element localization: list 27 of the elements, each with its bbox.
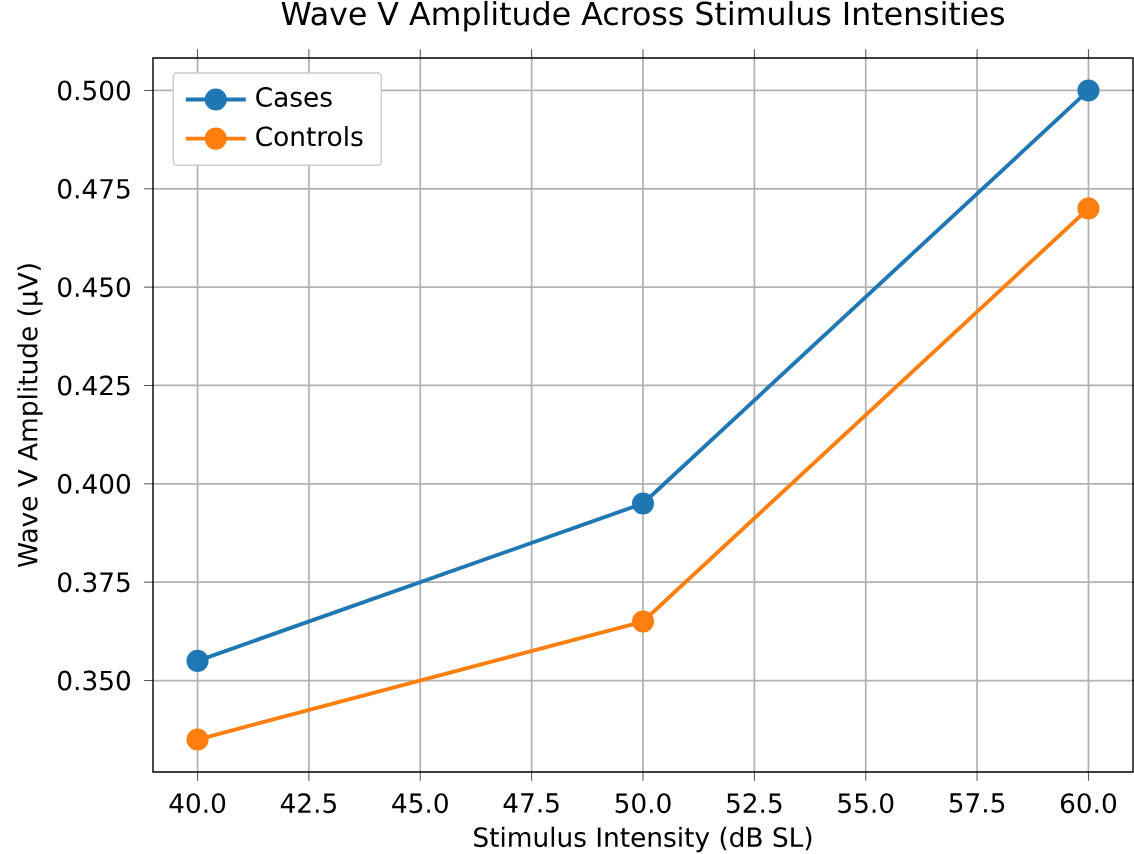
x-tick-label: 55.0: [838, 793, 894, 814]
point: [631, 492, 655, 515]
point: [631, 610, 655, 633]
y-tick-label: 0.450: [58, 277, 130, 298]
point: [1077, 197, 1100, 220]
chart-title: Wave V Amplitude Across Stimulus Intensities: [281, 0, 1005, 32]
x-tick-label: 60.0: [1060, 793, 1117, 814]
x-tick-label: 50.0: [615, 793, 671, 814]
x-axis-title: Stimulus Intensity (dB SL): [474, 826, 812, 853]
y-tick-label: 0.400: [58, 473, 130, 494]
x-tick-label: 47.5: [503, 793, 559, 813]
point: [1077, 79, 1100, 102]
legend-label: Cases: [256, 87, 332, 107]
y-tick-label: 0.375: [58, 572, 130, 593]
x-tick-label: 40.0: [169, 793, 226, 814]
point: [186, 649, 209, 672]
y-tick-label: 0.350: [58, 670, 130, 691]
legend-label: Controls: [256, 125, 363, 147]
y-tick-label: 0.425: [58, 375, 130, 396]
x-tick-label: 52.5: [727, 793, 782, 814]
x-tick-label: 45.0: [392, 793, 448, 814]
point: [186, 728, 209, 751]
x-tick-label: 57.5: [949, 793, 1005, 813]
y-axis-title: Wave V Amplitude (µV): [17, 264, 43, 568]
y-tick-label: 0.500: [58, 80, 130, 101]
y-tick-label: 0.475: [58, 178, 130, 199]
x-tick-label: 42.5: [280, 793, 336, 814]
